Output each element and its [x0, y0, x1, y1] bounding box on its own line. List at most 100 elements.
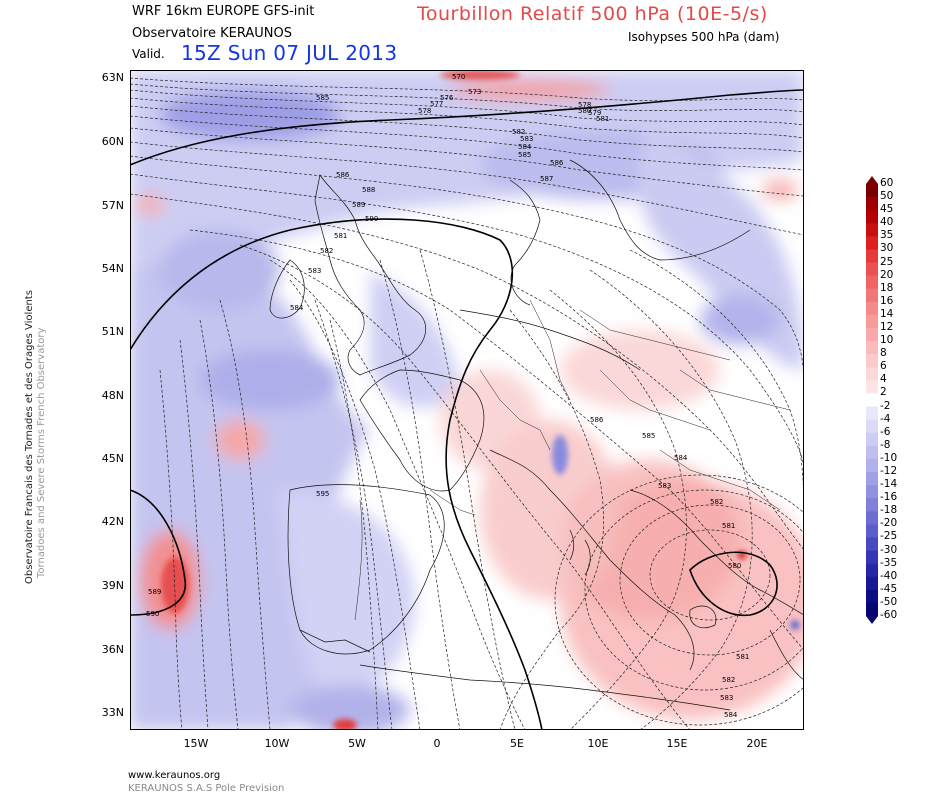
colorbar-cell — [866, 184, 878, 198]
colorbar-label: 14 — [880, 307, 894, 320]
svg-text:580: 580 — [578, 107, 591, 115]
lat-label: 36N — [101, 643, 124, 656]
lat-label: 33N — [101, 706, 124, 719]
colorbar-label: 25 — [880, 255, 894, 268]
colorbar-label: -8 — [880, 438, 891, 451]
svg-text:588: 588 — [362, 186, 375, 194]
svg-text:585: 585 — [518, 151, 531, 159]
svg-text:581: 581 — [736, 653, 749, 661]
svg-text:581: 581 — [596, 115, 609, 123]
map-subtitle: Isohypses 500 hPa (dam) — [628, 30, 780, 44]
colorbar-cell — [866, 511, 878, 525]
lat-label: 39N — [101, 579, 124, 592]
colorbar-cell — [866, 288, 878, 303]
svg-text:578: 578 — [418, 107, 431, 115]
svg-text:589: 589 — [148, 588, 161, 596]
colorbar-label: 50 — [880, 190, 894, 203]
colorbar-label: -40 — [880, 569, 898, 582]
colorbar-label: -30 — [880, 543, 898, 556]
colorbar-cell — [866, 550, 878, 564]
svg-text:586: 586 — [336, 171, 350, 179]
lon-label: 0 — [433, 737, 441, 750]
colorbar-label: -4 — [880, 412, 891, 425]
svg-text:577: 577 — [430, 100, 443, 108]
contour-labels: 570 573 576 577 578 578 579 580 581 582 … — [146, 73, 749, 719]
colorbar-label: -35 — [880, 556, 898, 569]
colorbar-label: -2 — [880, 399, 891, 412]
colorbar-label: -6 — [880, 425, 891, 438]
svg-text:589: 589 — [352, 201, 365, 209]
svg-text:590: 590 — [365, 215, 378, 223]
svg-text:584: 584 — [290, 304, 304, 312]
svg-text:584: 584 — [518, 143, 532, 151]
colorbar-cell — [866, 262, 878, 276]
svg-text:576: 576 — [440, 94, 454, 102]
lat-label: 54N — [101, 262, 124, 275]
colorbar-label: 12 — [880, 321, 894, 333]
colorbar-label: 6 — [880, 360, 887, 373]
colorbar-cell — [866, 341, 878, 355]
colorbar-label: -20 — [880, 517, 898, 530]
svg-text:586: 586 — [590, 416, 604, 424]
svg-text:584: 584 — [724, 711, 738, 719]
svg-text:582: 582 — [710, 498, 723, 506]
colorbar-label: -60 — [880, 609, 898, 621]
colorbar-cell — [866, 301, 878, 316]
lat-label: 45N — [101, 452, 124, 465]
svg-text:582: 582 — [320, 247, 333, 255]
svg-text:590: 590 — [146, 610, 159, 618]
colorbar-label: -50 — [880, 595, 898, 608]
colorbar-cell — [866, 576, 878, 591]
lat-label: 57N — [101, 199, 124, 212]
svg-text:585: 585 — [642, 432, 655, 440]
lat-label: 42N — [101, 515, 124, 528]
colorbar-cell — [866, 524, 878, 538]
colorbar-cell — [866, 223, 878, 237]
colorbar-cell — [866, 602, 878, 617]
colorbar-cell — [866, 432, 878, 447]
colorbar-cell — [866, 354, 878, 368]
colorbar-label: 60 — [880, 177, 894, 189]
colorbar-label: 16 — [880, 294, 894, 307]
svg-text:581: 581 — [722, 522, 735, 530]
colorbar-label: -25 — [880, 530, 898, 543]
svg-text:583: 583 — [520, 135, 533, 143]
colorbar-cell — [866, 419, 878, 434]
model-label: WRF 16km EUROPE GFS-init — [132, 4, 315, 19]
valid-label: Valid. — [132, 47, 165, 61]
lon-label: 20E — [746, 737, 768, 750]
colorbar-cell — [866, 236, 878, 250]
lat-label: 48N — [101, 389, 124, 402]
colorbar-label: 4 — [880, 373, 887, 386]
svg-text:582: 582 — [722, 676, 735, 684]
colorbar — [866, 176, 878, 624]
colorbar-label: 2 — [880, 386, 887, 399]
footer-company: KERAUNOS S.A.S Pole Prevision — [128, 783, 285, 794]
lat-label: 51N — [101, 325, 124, 338]
svg-text:583: 583 — [720, 694, 733, 702]
lon-label: 15W — [183, 737, 209, 750]
country-borders — [354, 299, 791, 621]
colorbar-cell — [866, 393, 878, 407]
height-contours-thick — [130, 89, 804, 730]
colorbar-cell — [866, 249, 878, 263]
colorbar-cell — [866, 275, 878, 290]
svg-text:579: 579 — [588, 109, 601, 117]
footer-url[interactable]: www.keraunos.org — [128, 770, 221, 781]
lon-label: 15E — [666, 737, 688, 750]
colorbar-cell — [866, 445, 878, 460]
svg-text:583: 583 — [308, 267, 321, 275]
svg-text:587: 587 — [540, 175, 553, 183]
svg-text:573: 573 — [468, 88, 481, 96]
colorbar-cell — [866, 328, 878, 342]
colorbar-cell — [866, 537, 878, 551]
colorbar-label: 8 — [880, 347, 887, 360]
colorbar-label: -16 — [880, 491, 898, 504]
map-frame — [130, 70, 804, 730]
svg-text:582: 582 — [512, 128, 525, 136]
colorbar-label: 20 — [880, 268, 894, 281]
colorbar-label: 45 — [880, 203, 894, 216]
colorbar-label: -45 — [880, 582, 898, 595]
valid-time: 15Z Sun 07 JUL 2013 — [181, 41, 398, 65]
lon-label: 10W — [264, 737, 290, 750]
